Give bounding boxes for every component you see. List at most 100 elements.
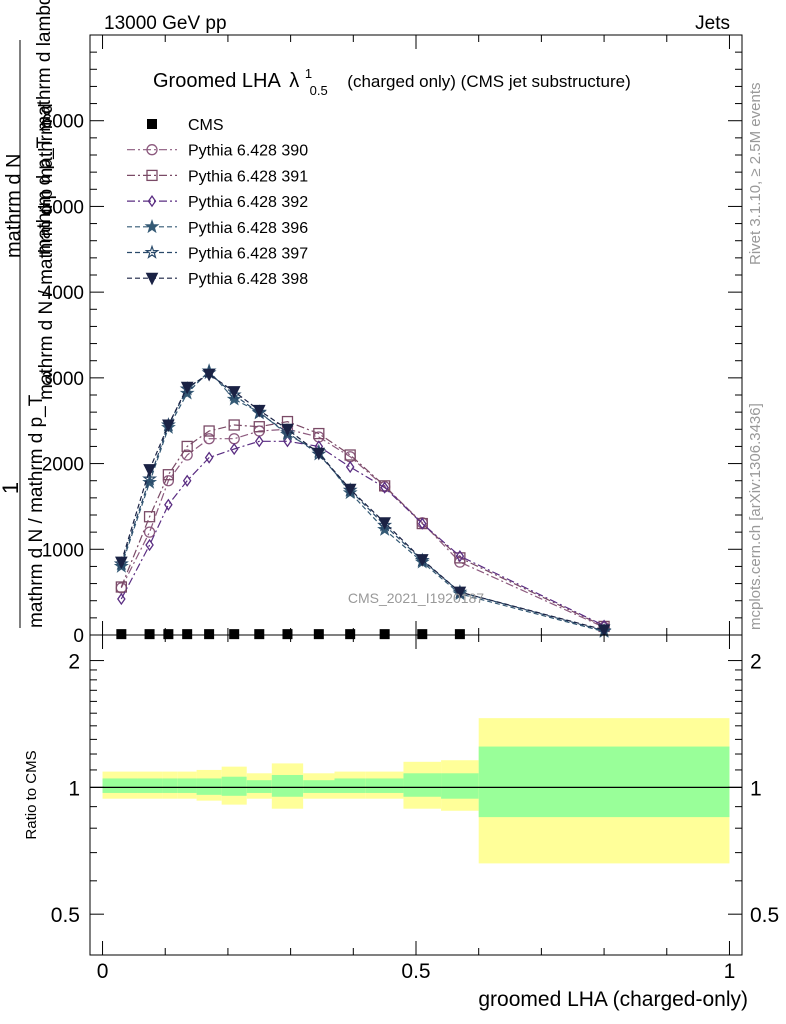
data-point <box>203 425 215 437</box>
ratio-bands <box>90 718 742 864</box>
ylabel-numerator-a: mathrm d N <box>3 154 25 258</box>
data-point <box>345 460 355 474</box>
series-line <box>120 440 605 627</box>
data-point <box>162 419 175 433</box>
ratio-ticks: 0.5 0.5 1 1 2 2 0 0.5 1 <box>51 635 779 983</box>
title-rest: (charged only) (CMS jet substructure) <box>347 72 630 91</box>
legend-entry: CMS <box>147 117 224 134</box>
data-point <box>597 624 611 637</box>
data-point <box>229 442 239 456</box>
legend-marker <box>147 194 157 208</box>
ratio-ytick-label-right: 0.5 <box>750 904 779 927</box>
ratio-band-inner <box>177 778 197 793</box>
legend-marker <box>146 169 158 182</box>
legend-entry: Pythia 6.428 398 <box>127 271 308 288</box>
legend-marker <box>146 144 158 156</box>
data-point <box>227 386 241 399</box>
legend-label: Pythia 6.428 397 <box>188 246 308 263</box>
ratio-ytick-label-right: 2 <box>750 651 762 674</box>
data-point <box>343 483 357 497</box>
main-ticks: 0 1000 2000 3000 4000 5000 6000 <box>42 35 742 647</box>
x-axis-label: groomed LHA (charged-only) <box>478 988 748 1011</box>
legend-marker <box>144 218 160 234</box>
data-point <box>202 368 216 382</box>
data-point <box>116 629 127 640</box>
data-point <box>143 526 156 538</box>
ratio-band-inner <box>365 778 404 793</box>
ylabel-numerator-b: mathrm d N / mathrm d p mathrm d <box>36 103 57 400</box>
ratio-ytick-label: 1 <box>68 777 80 800</box>
legend-marker <box>144 244 160 259</box>
series-392 <box>117 435 609 632</box>
data-point <box>181 440 193 453</box>
data-point <box>163 629 174 640</box>
data-point <box>254 629 265 640</box>
legend-entry: Pythia 6.428 390 <box>127 143 308 160</box>
data-point <box>313 427 325 440</box>
ratio-band-inner <box>478 746 730 818</box>
ratio-band-inner <box>271 774 304 797</box>
legend-marker <box>145 272 159 286</box>
ratio-ytick-label: 2 <box>68 651 80 674</box>
series-line <box>120 371 605 632</box>
legend-label: Pythia 6.428 392 <box>188 194 308 211</box>
main-ytick-label: 1000 <box>42 540 84 561</box>
legend-label: CMS <box>188 117 224 134</box>
legend-entry: Pythia 6.428 397 <box>127 244 308 263</box>
data-point <box>143 464 156 477</box>
data-point <box>144 629 155 640</box>
data-point <box>345 629 356 640</box>
ratio-ylabel: Ratio to CMS <box>23 750 40 839</box>
legend-label: Pythia 6.428 396 <box>188 220 308 237</box>
ratio-band-inner <box>246 780 272 793</box>
data-point <box>415 554 429 567</box>
legend-entry: Pythia 6.428 392 <box>127 194 308 211</box>
legend-label: Pythia 6.428 398 <box>188 271 308 288</box>
ratio-band-inner <box>137 778 163 793</box>
data-point <box>283 435 292 448</box>
ylabel-one: 1 <box>0 482 23 494</box>
energy-label: 13000 GeV pp <box>104 13 227 34</box>
title-sub: 0.5 <box>310 83 328 98</box>
ratio-panel: 0.5 0.5 1 1 2 2 0 0.5 1 <box>51 634 779 983</box>
legend-label: Pythia 6.428 391 <box>188 168 308 185</box>
series-cms <box>116 629 465 640</box>
main-ytick-label: 0 <box>73 626 84 647</box>
main-ytick-label: 5000 <box>42 197 84 218</box>
main-ytick-label: 6000 <box>42 112 84 133</box>
data-point <box>252 404 266 418</box>
data-point <box>162 475 175 487</box>
legend-entry: Pythia 6.428 396 <box>127 218 308 237</box>
data-point <box>142 471 158 486</box>
series-line <box>120 428 605 628</box>
main-ylabel: 1 mathrm d N / mathrm d p_T mathrm d N m… <box>0 0 57 628</box>
data-point <box>117 592 126 606</box>
ylabel-denominator: mathrm d N / mathrm d p_T <box>26 394 47 628</box>
main-panel: 0 1000 2000 3000 4000 5000 6000 Groomed LHA λ … <box>42 34 743 647</box>
ratio-band-inner <box>303 780 335 793</box>
series-line <box>120 373 605 631</box>
data-point <box>115 581 127 593</box>
data-point <box>379 629 390 640</box>
data-point <box>228 419 240 431</box>
data-point <box>145 538 154 552</box>
ratio-band-inner <box>102 778 138 793</box>
data-point <box>344 449 356 461</box>
data-point <box>379 480 391 492</box>
ratio-band-inner <box>162 778 178 793</box>
ratio-xtick-label: 0.5 <box>401 960 430 983</box>
data-point <box>226 391 242 406</box>
plot-title: Groomed LHA λ 1 0.5 (charged only) (CMS … <box>153 61 631 100</box>
data-point <box>254 435 264 448</box>
data-point <box>455 550 465 563</box>
data-point <box>204 629 215 640</box>
main-series <box>113 363 612 640</box>
title-sup: 1 <box>305 66 312 81</box>
ratio-band-inner <box>196 778 222 795</box>
main-ytick-label: 2000 <box>42 455 84 476</box>
ratio-xtick-label: 0 <box>97 960 109 983</box>
data-point <box>378 517 391 530</box>
ylabel-numerator-c: mathrm d p_T mathrm d lambda <box>34 0 55 255</box>
ratio-xtick-label: 1 <box>724 960 736 983</box>
